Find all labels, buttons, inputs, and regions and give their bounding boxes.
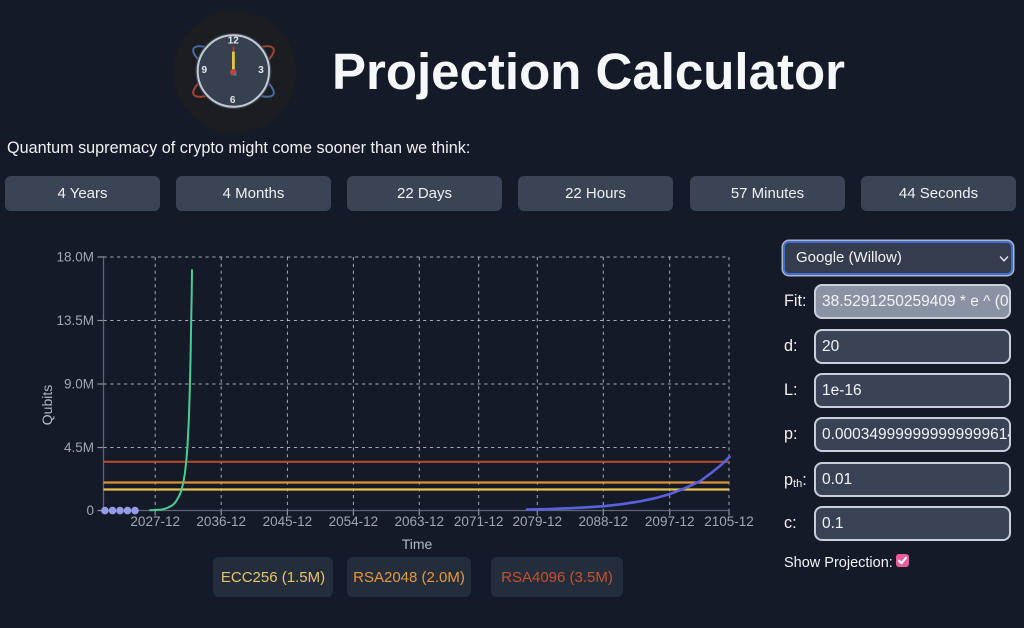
svg-text:2027-12: 2027-12 (130, 514, 180, 529)
svg-text:18.0M: 18.0M (56, 250, 94, 265)
svg-text:2105-12: 2105-12 (704, 514, 754, 529)
svg-text:2071-12: 2071-12 (454, 514, 504, 529)
svg-text:13.5M: 13.5M (56, 313, 94, 328)
svg-text:6: 6 (230, 95, 236, 106)
svg-text:2063-12: 2063-12 (395, 514, 445, 529)
svg-text:9.0M: 9.0M (64, 377, 94, 392)
svg-text:2097-12: 2097-12 (645, 514, 695, 529)
svg-text:Qubits: Qubits (39, 385, 55, 425)
svg-text:2045-12: 2045-12 (263, 514, 313, 529)
svg-text:3: 3 (258, 65, 264, 76)
svg-text:2036-12: 2036-12 (196, 514, 246, 529)
svg-text:Time: Time (402, 536, 433, 552)
svg-text:2054-12: 2054-12 (329, 514, 379, 529)
svg-text:4.5M: 4.5M (64, 440, 94, 455)
svg-text:0: 0 (86, 503, 94, 518)
svg-text:12: 12 (228, 36, 240, 47)
svg-text:2088-12: 2088-12 (579, 514, 629, 529)
svg-text:2079-12: 2079-12 (513, 514, 563, 529)
svg-text:9: 9 (202, 65, 208, 76)
